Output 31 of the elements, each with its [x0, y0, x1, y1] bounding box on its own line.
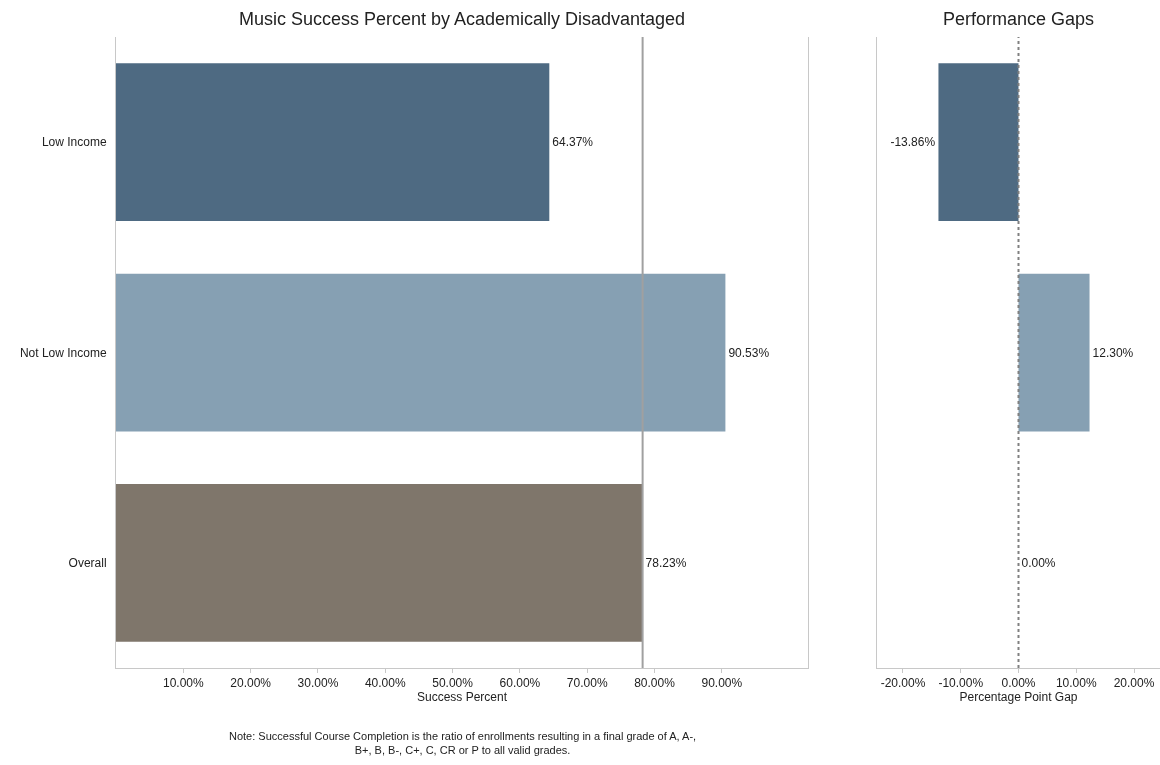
x-tick-label: 80.00%	[634, 676, 676, 691]
data-label: 64.37%	[552, 135, 594, 150]
x-tick-label: 20.00%	[1113, 676, 1155, 691]
x-axis-title: Percentage Point Gap	[959, 690, 1078, 705]
x-tick-label: 20.00%	[230, 676, 272, 691]
chart-title: Music Success Percent by Academically Disadvantaged	[238, 9, 686, 30]
x-tick-label: -20.00%	[880, 676, 926, 691]
y-tick-label: Overall	[68, 556, 107, 571]
data-label: 90.53%	[728, 345, 770, 360]
x-tick-label: 30.00%	[297, 676, 339, 691]
data-label: -13.86%	[890, 135, 936, 150]
data-label: 0.00%	[1021, 555, 1056, 570]
x-tick-label: 60.00%	[499, 676, 541, 691]
data-label: 78.23%	[645, 555, 687, 570]
x-tick-label: 10.00%	[162, 676, 204, 691]
y-tick-label: Not Low Income	[19, 345, 107, 360]
x-tick-label: 50.00%	[432, 676, 474, 691]
data-label: 12.30%	[1092, 345, 1134, 360]
bar	[116, 273, 726, 432]
x-tick-label: -10.00%	[938, 676, 984, 691]
x-axis-title: Success Percent	[416, 690, 508, 705]
x-tick-label: 40.00%	[364, 676, 406, 691]
x-tick-label: 10.00%	[1055, 676, 1097, 691]
x-tick-label: 90.00%	[701, 676, 743, 691]
y-tick-label: Low Income	[41, 135, 107, 150]
x-tick-label: 0.00%	[1001, 676, 1036, 691]
bar	[116, 63, 550, 222]
x-tick-label: 70.00%	[566, 676, 608, 691]
chart-title: Performance Gaps	[942, 9, 1095, 30]
bar	[116, 483, 643, 642]
text: Note: Successful Course Completion is the ratio of enrollments resulting in a final grade of A, A-, B+, B, B-, C+, C, CR or P to all valid grades.	[229, 730, 697, 757]
